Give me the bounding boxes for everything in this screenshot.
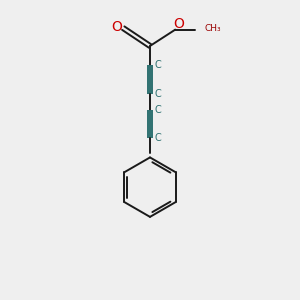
Text: O: O: [173, 17, 184, 31]
Text: C: C: [154, 88, 161, 98]
Text: C: C: [154, 105, 161, 115]
Text: C: C: [154, 60, 161, 70]
Text: CH₃: CH₃: [204, 24, 221, 33]
Text: O: O: [111, 20, 122, 34]
Text: C: C: [154, 133, 161, 143]
